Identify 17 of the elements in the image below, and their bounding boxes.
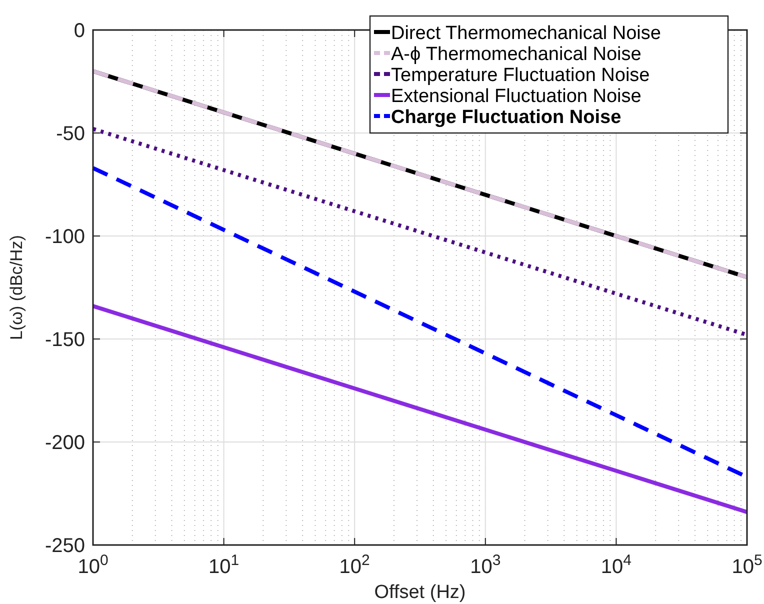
x-tick-label: 10$^{2}$ bbox=[339, 552, 370, 578]
y-tick-label: -200 bbox=[44, 432, 85, 454]
y-tick-label: -100 bbox=[44, 226, 85, 248]
y-axis-title: L(ω) (dBc/Hz) bbox=[7, 235, 26, 340]
x-tick-label: 10$^{4}$ bbox=[600, 552, 632, 578]
y-tick-label: -50 bbox=[56, 123, 85, 145]
legend-label: Temperature Fluctuation Noise bbox=[391, 65, 650, 86]
legend-label: A-ϕ Thermomechanical Noise bbox=[391, 44, 642, 65]
y-tick-label: 0 bbox=[74, 20, 85, 42]
legend-label: Direct Thermomechanical Noise bbox=[391, 23, 661, 44]
x-tick-label: 10$^{5}$ bbox=[732, 552, 762, 578]
x-tick-label: 10$^{1}$ bbox=[208, 552, 240, 578]
x-tick-label: 10$^{3}$ bbox=[470, 552, 501, 578]
y-tick-label: -150 bbox=[44, 329, 85, 351]
legend-label: Charge Fluctuation Noise bbox=[391, 107, 622, 128]
legend-label: Extensional Fluctuation Noise bbox=[391, 86, 642, 107]
x-axis-title: Offset (Hz) bbox=[374, 582, 466, 603]
